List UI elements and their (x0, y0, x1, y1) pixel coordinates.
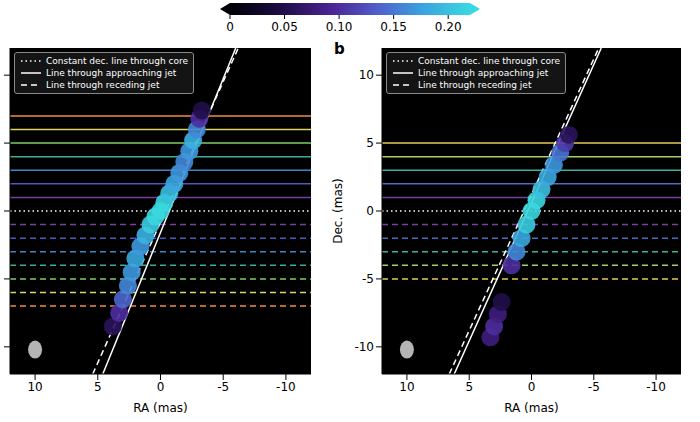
html-text:Constant dec. line through cor: Constant dec. line through core (46, 56, 189, 66)
svg-text:0: 0 (528, 380, 536, 394)
html-text:Line through receding jet: Line through receding jet (418, 80, 532, 90)
svg-text:0.15: 0.15 (380, 20, 407, 34)
svg-text:5: 5 (94, 380, 102, 394)
svg-text:0: 0 (157, 380, 165, 394)
svg-text:RA (mas): RA (mas) (133, 401, 188, 415)
svg-text:-10: -10 (276, 380, 296, 394)
svg-text:Dec. (mas): Dec. (mas) (331, 178, 345, 244)
svg-text:0.10: 0.10 (326, 20, 353, 34)
svg-text:10: 10 (399, 380, 414, 394)
html-text:Line through approaching jet: Line through approaching jet (46, 68, 177, 78)
html-text:b: b (334, 40, 345, 58)
svg-text:-10: -10 (354, 340, 374, 354)
svg-text:-5: -5 (362, 272, 374, 286)
svg-text:0.20: 0.20 (435, 20, 462, 34)
svg-text:5: 5 (465, 380, 473, 394)
svg-text:10: 10 (359, 68, 374, 82)
svg-text:0.05: 0.05 (271, 20, 298, 34)
svg-text:-5: -5 (588, 380, 600, 394)
html-text:Constant dec. line through cor: Constant dec. line through core (418, 56, 561, 66)
svg-text:5: 5 (366, 136, 374, 150)
svg-text:RA (mas): RA (mas) (504, 401, 559, 415)
html-text:Line through approaching jet: Line through approaching jet (418, 68, 549, 78)
svg-text:-5: -5 (217, 380, 229, 394)
svg-text:10: 10 (27, 380, 42, 394)
html-text:Line through receding jet: Line through receding jet (46, 80, 160, 90)
svg-text:-10: -10 (646, 380, 666, 394)
svg-text:0: 0 (226, 20, 234, 34)
svg-text:0: 0 (366, 204, 374, 218)
